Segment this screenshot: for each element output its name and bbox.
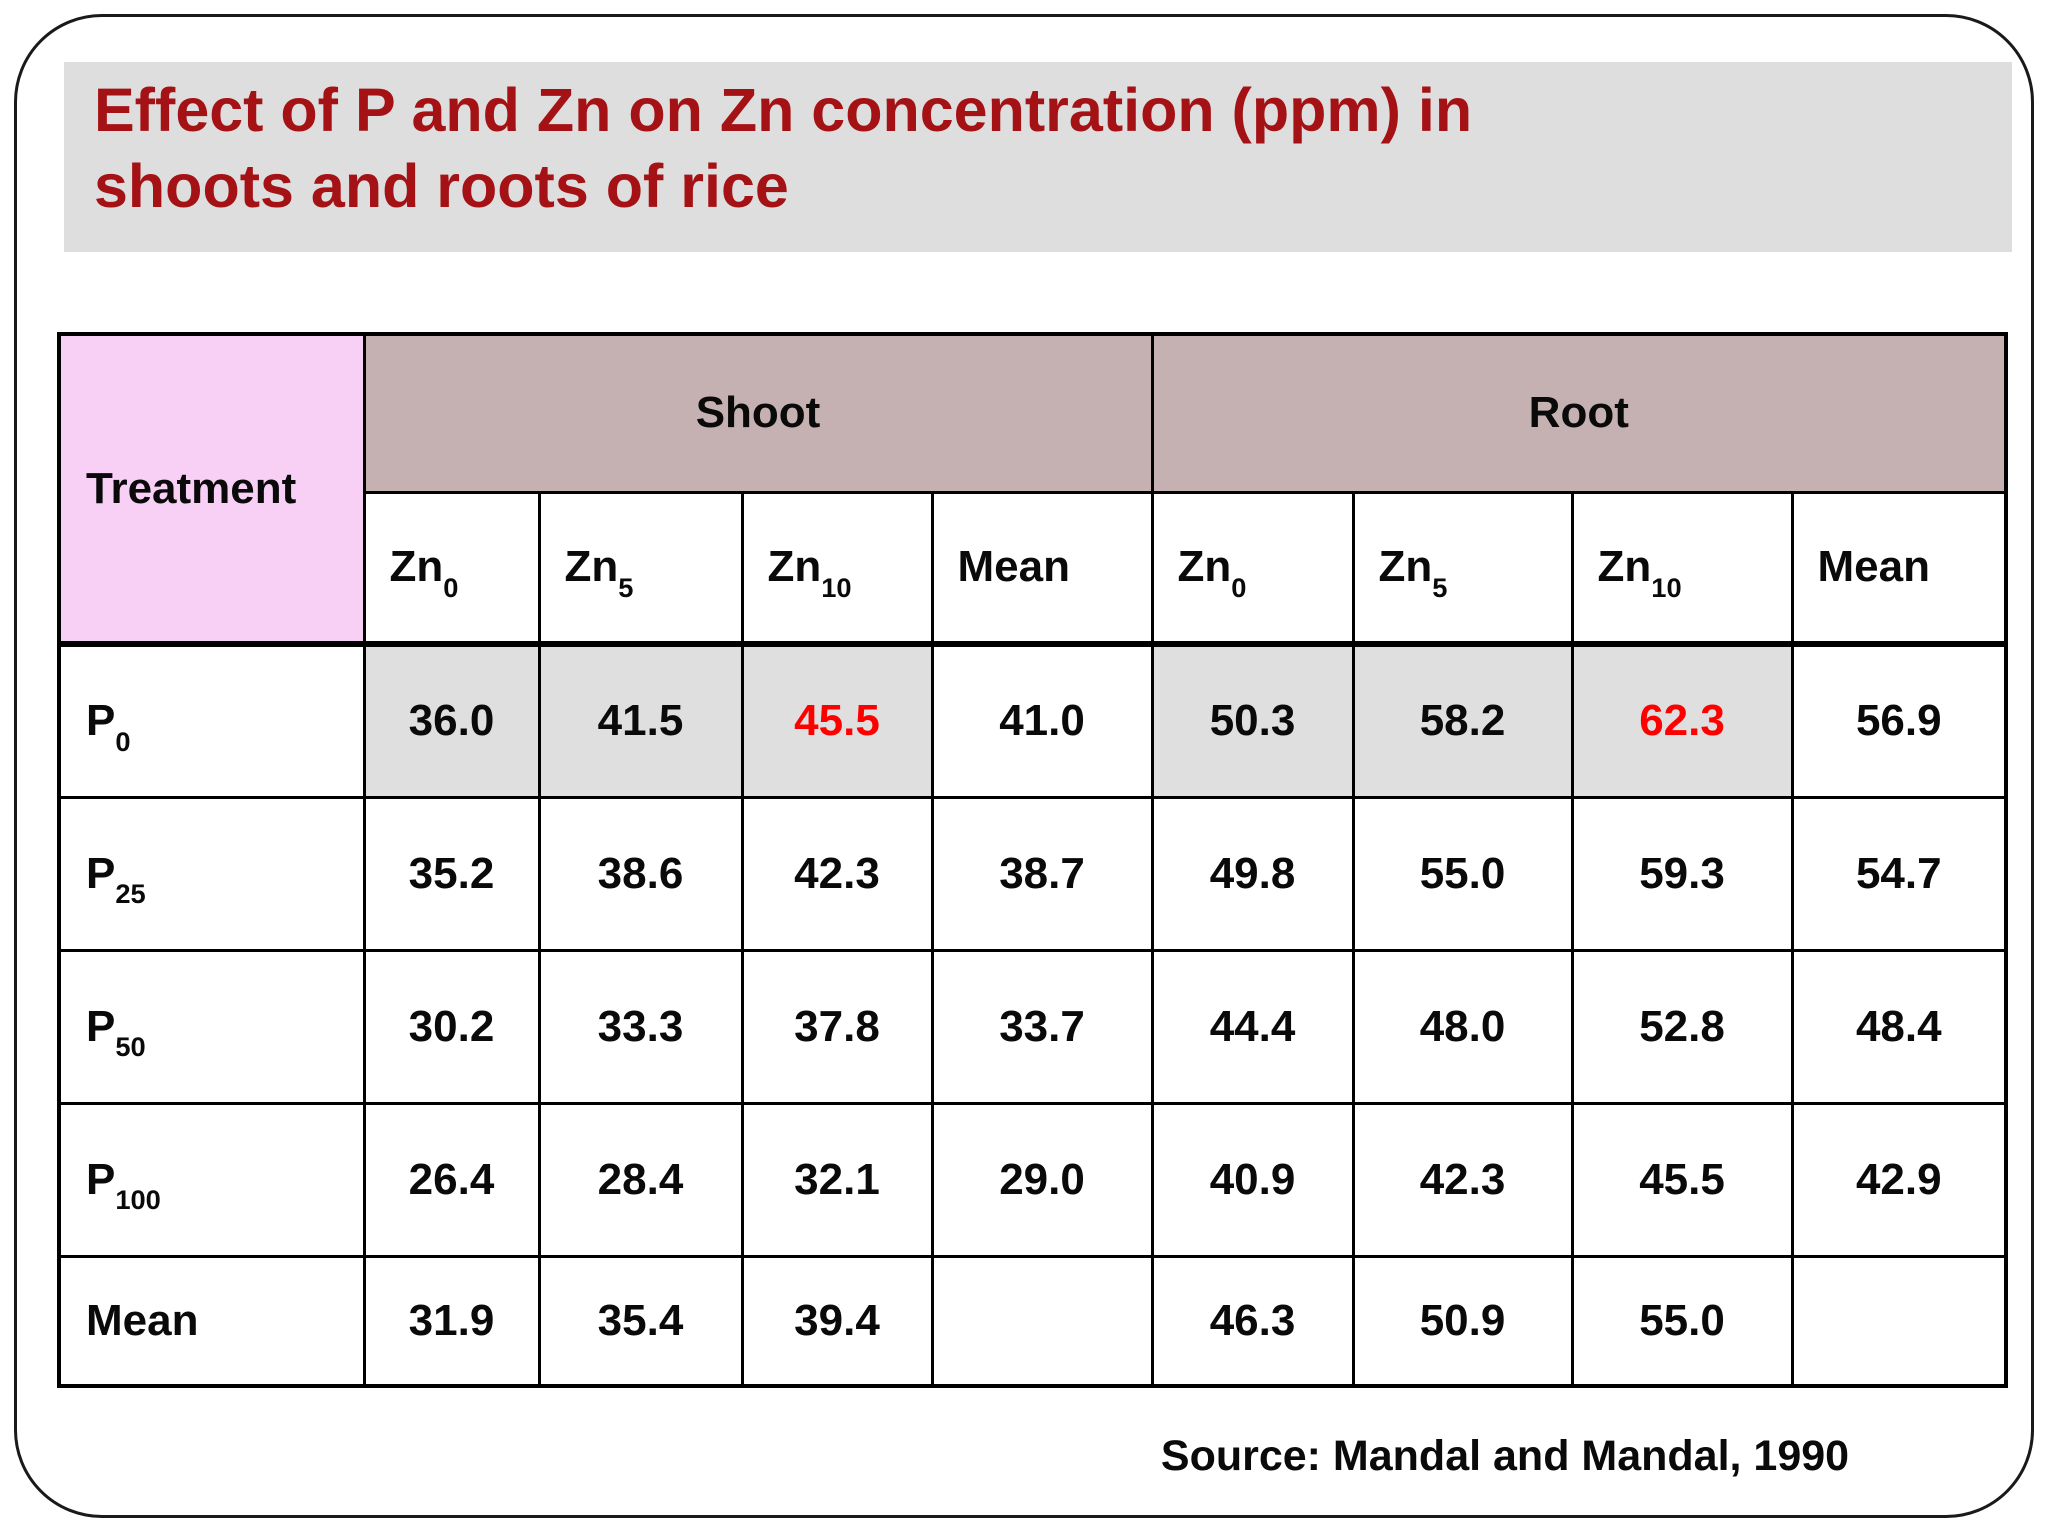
data-cell: 39.4: [740, 1254, 934, 1388]
shoot-mean-header: Mean: [930, 490, 1154, 646]
data-cell: 35.2: [362, 795, 541, 952]
table-row: P0 36.0 41.5 45.5 41.0 50.3 58.2 62.3 56.9: [57, 642, 2008, 799]
row-label: Mean: [57, 1254, 366, 1388]
data-cell: 58.2: [1351, 642, 1574, 799]
data-cell: 42.9: [1790, 1101, 2008, 1258]
data-cell: 55.0: [1570, 1254, 1794, 1388]
data-cell: 38.7: [930, 795, 1154, 952]
data-cell: 26.4: [362, 1101, 541, 1258]
data-cell: 44.4: [1150, 948, 1355, 1105]
data-cell: 40.9: [1150, 1101, 1355, 1258]
data-cell: 48.0: [1351, 948, 1574, 1105]
data-cell: 41.0: [930, 642, 1154, 799]
data-cell: 45.5: [740, 642, 934, 799]
data-cell: 30.2: [362, 948, 541, 1105]
table-row: P25 35.2 38.6 42.3 38.7 49.8 55.0 59.3 54.7: [57, 795, 2008, 952]
data-cell: 45.5: [1570, 1101, 1794, 1258]
data-cell: 42.3: [1351, 1101, 1574, 1258]
source-citation: Source: Mandal and Mandal, 1990: [1160, 1432, 1850, 1480]
data-cell: 28.4: [537, 1101, 744, 1258]
data-cell: 52.8: [1570, 948, 1794, 1105]
data-cell: 33.3: [537, 948, 744, 1105]
table-body: P0 36.0 41.5 45.5 41.0 50.3 58.2 62.3 56.9 P25 35.…: [57, 642, 2008, 1388]
data-cell: [930, 1254, 1154, 1388]
data-cell: 49.8: [1150, 795, 1355, 952]
data-cell: 29.0: [930, 1101, 1154, 1258]
row-label: P50: [57, 948, 366, 1105]
slide-title-line2: shoots and roots of rice: [94, 152, 789, 220]
treatment-header-cell: Treatment: [57, 332, 366, 646]
slide-title-line1: Effect of P and Zn on Zn concentration (…: [94, 76, 1473, 144]
table-group-header-row: Treatment Shoot Root: [57, 332, 2008, 646]
data-cell: 32.1: [740, 1101, 934, 1258]
data-cell: [1790, 1254, 2008, 1388]
zn-concentration-table: Treatment Shoot Root Zn0 Zn5 Zn10 Mean Z…: [57, 332, 2009, 1388]
shoot-zn5-header: Zn5: [537, 490, 744, 646]
shoot-zn0-header: Zn0: [362, 490, 541, 646]
table-row: P100 26.4 28.4 32.1 29.0 40.9 42.3 45.5 42.9: [57, 1101, 2008, 1258]
data-cell: 62.3: [1570, 642, 1794, 799]
shoot-group-header: Shoot: [362, 332, 1154, 494]
data-cell: 55.0: [1351, 795, 1574, 952]
title-band: Effect of P and Zn on Zn concentration (…: [64, 62, 2012, 252]
data-cell: 54.7: [1790, 795, 2008, 952]
row-label: P25: [57, 795, 366, 952]
data-cell: 56.9: [1790, 642, 2008, 799]
table-row: Mean 31.9 35.4 39.4 46.3 50.9 55.0: [57, 1254, 2008, 1388]
data-cell: 50.3: [1150, 642, 1355, 799]
data-cell: 37.8: [740, 948, 934, 1105]
data-cell: 50.9: [1351, 1254, 1574, 1388]
root-zn5-header: Zn5: [1351, 490, 1574, 646]
root-zn10-header: Zn10: [1570, 490, 1794, 646]
data-cell: 36.0: [362, 642, 541, 799]
data-cell: 33.7: [930, 948, 1154, 1105]
data-cell: 35.4: [537, 1254, 744, 1388]
data-cell: 41.5: [537, 642, 744, 799]
table-subheader-row: Zn0 Zn5 Zn10 Mean Zn0 Zn5 Zn10 Mean: [59, 490, 2008, 646]
table-row: P50 30.2 33.3 37.8 33.7 44.4 48.0 52.8 48.4: [57, 948, 2008, 1105]
data-cell: 59.3: [1570, 795, 1794, 952]
row-label: P100: [57, 1101, 366, 1258]
slide-title: Effect of P and Zn on Zn concentration (…: [94, 72, 2012, 224]
row-label: P0: [57, 642, 366, 799]
data-cell: 31.9: [362, 1254, 541, 1388]
root-mean-header: Mean: [1790, 490, 2008, 646]
root-zn0-header: Zn0: [1150, 490, 1355, 646]
data-cell: 48.4: [1790, 948, 2008, 1105]
root-group-header: Root: [1150, 332, 2008, 494]
data-cell: 46.3: [1150, 1254, 1355, 1388]
data-cell: 42.3: [740, 795, 934, 952]
shoot-zn10-header: Zn10: [740, 490, 934, 646]
data-cell: 38.6: [537, 795, 744, 952]
